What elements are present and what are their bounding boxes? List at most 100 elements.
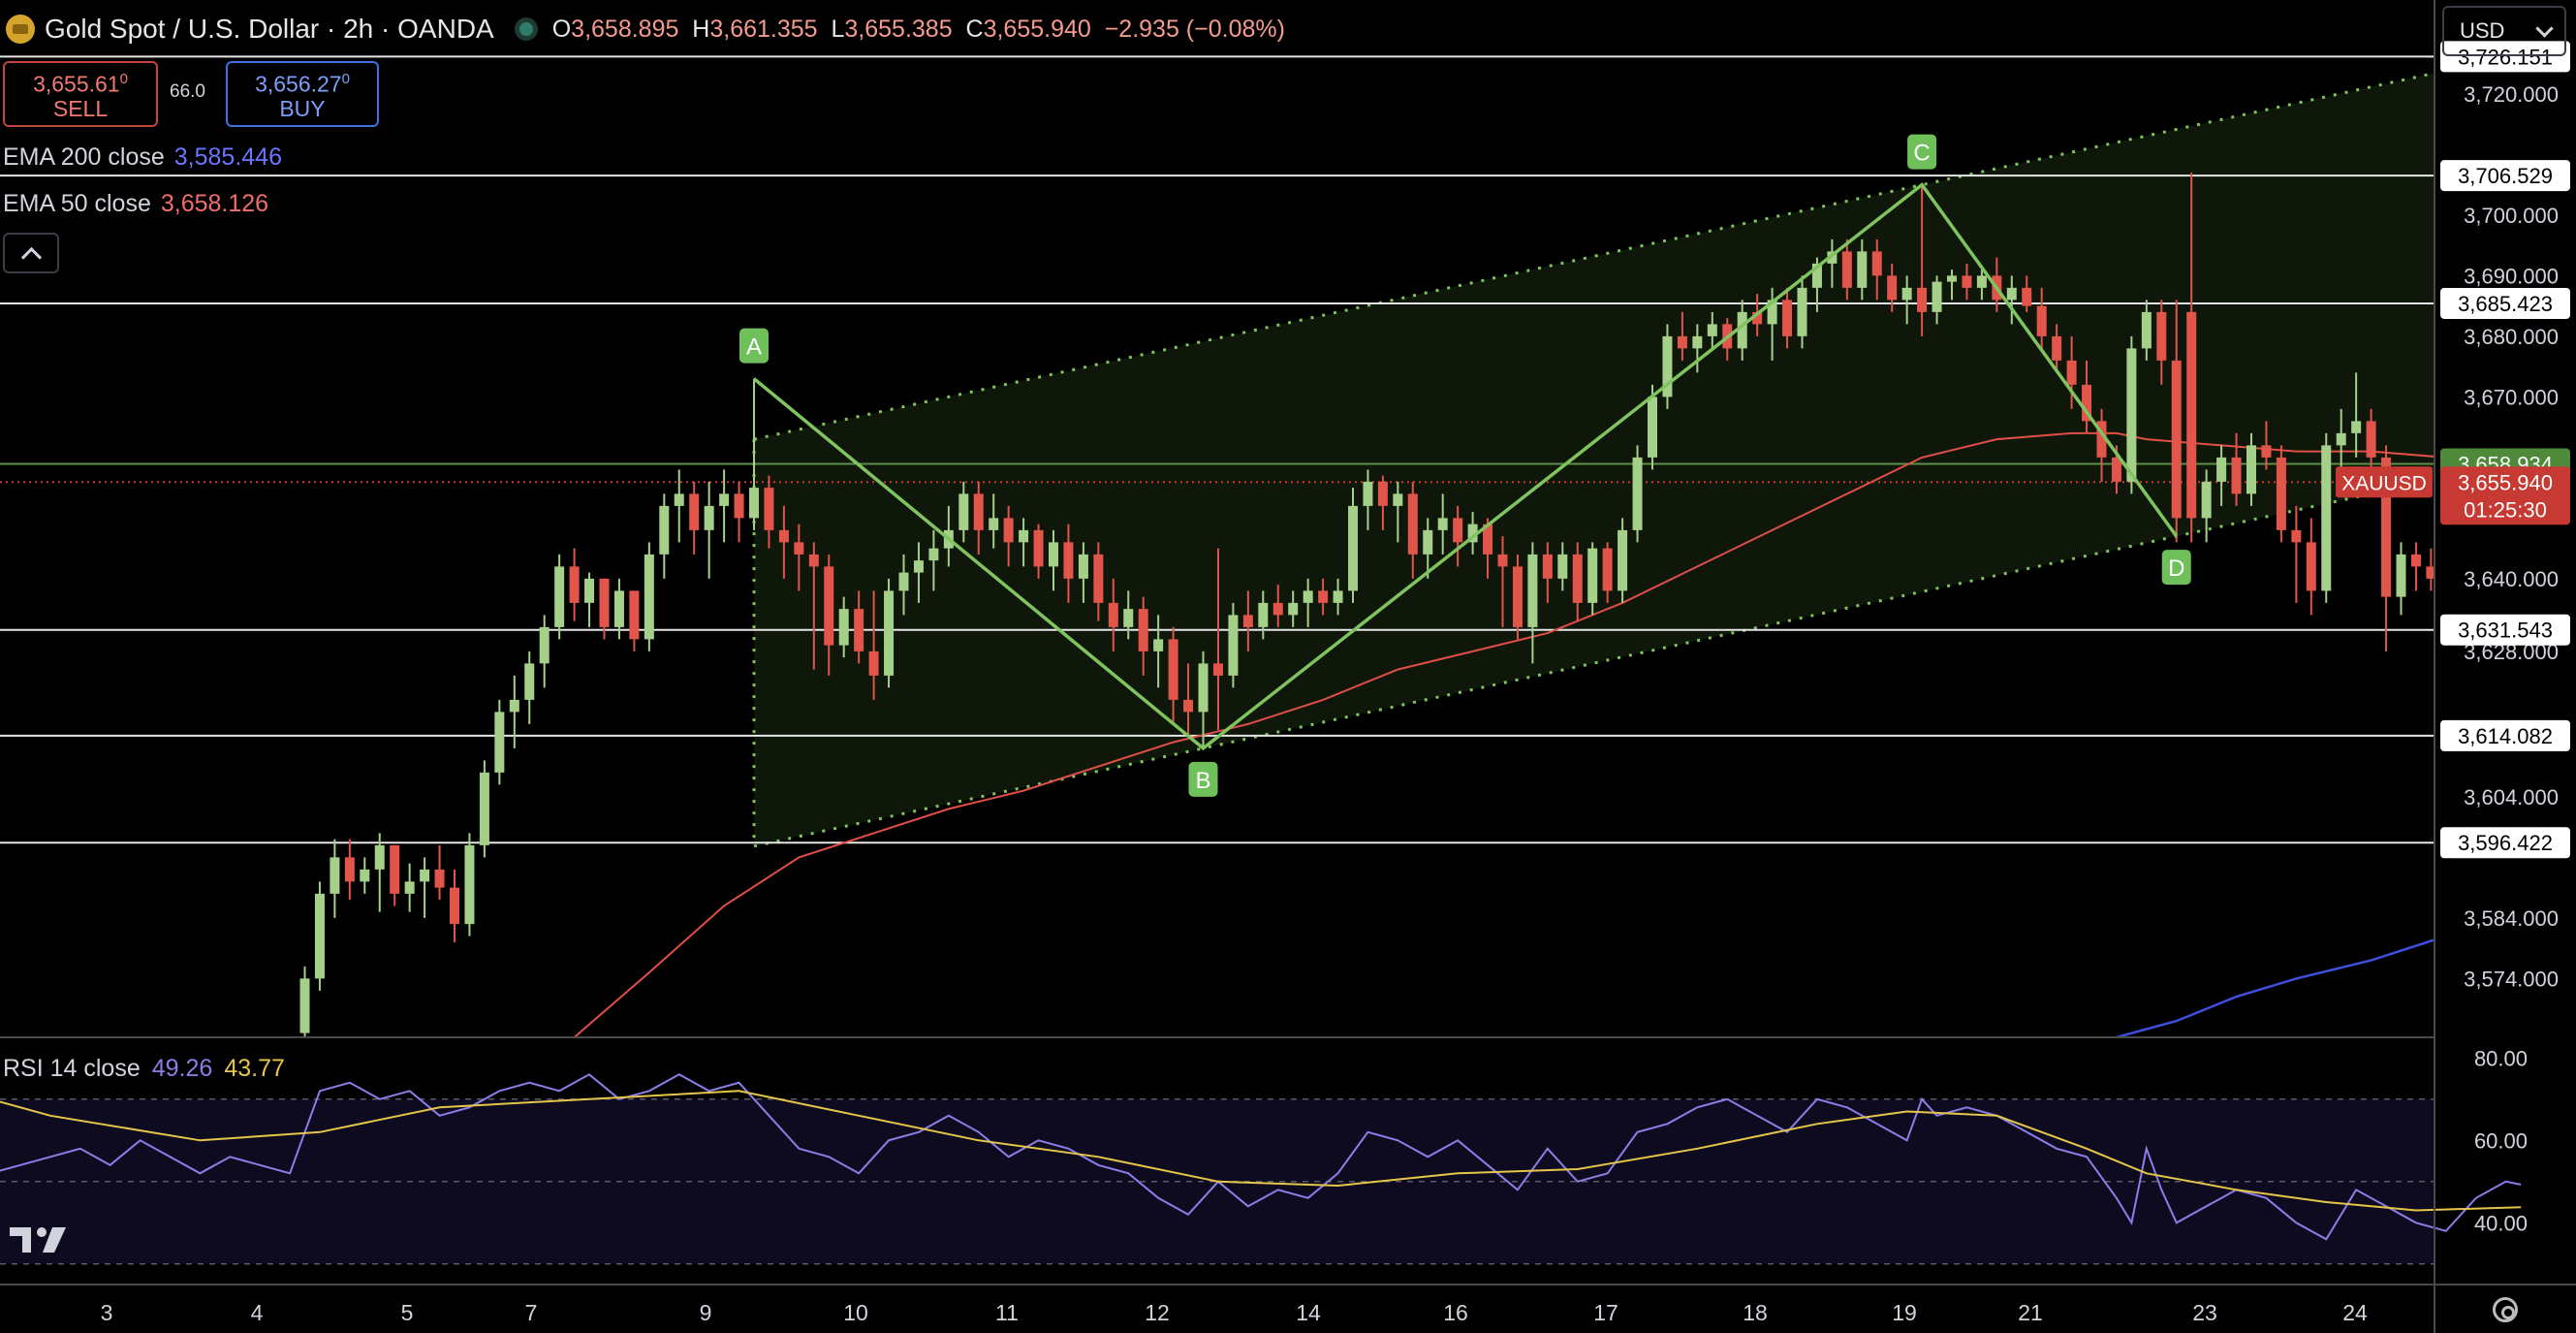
settings-gear-icon[interactable] bbox=[2493, 1297, 2518, 1322]
candle-body bbox=[2052, 335, 2062, 361]
candle-body bbox=[1198, 663, 1209, 713]
chevron-down-icon bbox=[2535, 18, 2554, 38]
candle-body bbox=[599, 578, 610, 627]
candle bbox=[1288, 590, 1299, 627]
candle bbox=[2141, 300, 2152, 361]
candle-body bbox=[1228, 615, 1239, 676]
candle-body bbox=[1648, 397, 1657, 458]
candle-body bbox=[704, 505, 714, 530]
candle bbox=[1168, 626, 1178, 724]
candle bbox=[404, 863, 415, 912]
candle-body bbox=[1587, 548, 1598, 603]
market-status-icon bbox=[518, 22, 533, 36]
level-price-tag-4 bbox=[2440, 719, 2570, 751]
level-price-tag-text-1: 3,706.529 bbox=[2458, 164, 2553, 188]
price-tick-label: 3,700.000 bbox=[2464, 204, 2559, 228]
tradingview-logo-icon[interactable] bbox=[10, 1223, 70, 1261]
candle bbox=[1662, 324, 1673, 409]
candle-body bbox=[1242, 615, 1253, 627]
candle-body bbox=[1483, 524, 1493, 555]
candle bbox=[1123, 590, 1134, 640]
candle-body bbox=[1093, 554, 1104, 603]
candle-body bbox=[1662, 335, 1673, 397]
close-value: 3,655.940 bbox=[983, 15, 1091, 43]
rsi-ma-line bbox=[0, 1090, 2522, 1212]
candle bbox=[1363, 469, 1373, 530]
candle-body bbox=[1258, 602, 1269, 627]
candle bbox=[659, 493, 670, 579]
ema50-legend[interactable]: EMA 50 close 3,658.126 bbox=[3, 190, 268, 218]
candle-body bbox=[1827, 251, 1838, 264]
candle-body bbox=[494, 712, 505, 773]
candle-body bbox=[1901, 287, 1912, 301]
pattern-point-b-label: B bbox=[1195, 768, 1210, 794]
candle-body bbox=[1138, 609, 1148, 651]
collapse-legend-button[interactable] bbox=[3, 233, 59, 273]
currency-select[interactable]: USD bbox=[2442, 6, 2566, 56]
pattern-point-a-label: A bbox=[746, 334, 762, 361]
candle bbox=[1797, 275, 1807, 349]
time-tick-label: 10 bbox=[843, 1300, 868, 1325]
candle bbox=[1393, 481, 1403, 543]
time-tick-label: 14 bbox=[1296, 1300, 1321, 1325]
candle bbox=[2126, 335, 2137, 494]
sell-button[interactable]: 3,655.610 SELL bbox=[3, 61, 158, 127]
candle bbox=[1932, 275, 1942, 325]
time-tick-label: 18 bbox=[1743, 1300, 1768, 1325]
candle-body bbox=[464, 844, 475, 925]
candle bbox=[1108, 578, 1118, 651]
candle-body bbox=[2246, 445, 2256, 494]
candle bbox=[2171, 300, 2182, 543]
candle bbox=[374, 833, 385, 912]
ema200-value: 3,585.446 bbox=[173, 143, 282, 171]
candle bbox=[1857, 238, 1868, 301]
candle-body bbox=[2036, 305, 2047, 336]
candles bbox=[299, 173, 2435, 1037]
candle bbox=[1303, 578, 1313, 627]
candle bbox=[613, 578, 624, 640]
buy-label: BUY bbox=[279, 96, 326, 122]
candle-body bbox=[2276, 457, 2286, 530]
candle bbox=[2261, 421, 2272, 470]
low-value: 3,655.385 bbox=[844, 15, 953, 43]
rsi-tick-label: 40.00 bbox=[2474, 1211, 2528, 1235]
candle bbox=[778, 505, 789, 579]
price-tick-label: 3,574.000 bbox=[2464, 967, 2559, 991]
candle bbox=[928, 529, 939, 591]
buy-price: 3,656.27 bbox=[255, 71, 342, 97]
candle-body bbox=[1363, 481, 1373, 506]
candle bbox=[1183, 663, 1194, 737]
price-tick-label: 3,680.000 bbox=[2464, 325, 2559, 349]
high-value: 3,661.355 bbox=[709, 15, 818, 43]
candle bbox=[1648, 384, 1657, 470]
symbol-title[interactable]: Gold Spot / U.S. Dollar · 2h · OANDA bbox=[45, 14, 494, 44]
candle bbox=[1453, 505, 1463, 567]
rsi-legend[interactable]: RSI 14 close 49.26 43.77 bbox=[3, 1055, 285, 1083]
candle bbox=[2156, 300, 2167, 385]
candle bbox=[629, 590, 640, 651]
candle bbox=[958, 481, 969, 543]
price-tick-label: 3,640.000 bbox=[2464, 567, 2559, 591]
candle-body bbox=[2261, 445, 2272, 458]
symbol-price-tag-text: XAUUSD bbox=[2341, 472, 2427, 494]
candle-body bbox=[1841, 251, 1852, 288]
candle bbox=[973, 481, 984, 555]
rsi-ma-value: 43.77 bbox=[224, 1055, 285, 1082]
level-price-tag-1 bbox=[2440, 160, 2570, 192]
candle-body bbox=[1962, 275, 1972, 288]
candle-body bbox=[1602, 548, 1613, 591]
ema200-legend[interactable]: EMA 200 close 3,585.446 bbox=[3, 143, 282, 172]
candle bbox=[1049, 529, 1058, 591]
last-price-tag bbox=[2440, 466, 2570, 525]
countdown-text: 01:25:30 bbox=[2464, 497, 2547, 522]
candle-body bbox=[1947, 275, 1957, 282]
buy-button[interactable]: 3,656.270 BUY bbox=[226, 61, 379, 127]
candle-body bbox=[554, 566, 565, 627]
sell-label: SELL bbox=[52, 96, 109, 122]
candle-body bbox=[1272, 602, 1283, 616]
level-price-tag-text-2: 3,685.423 bbox=[2458, 292, 2553, 316]
candle bbox=[808, 542, 819, 670]
candle-body bbox=[1932, 281, 1942, 312]
